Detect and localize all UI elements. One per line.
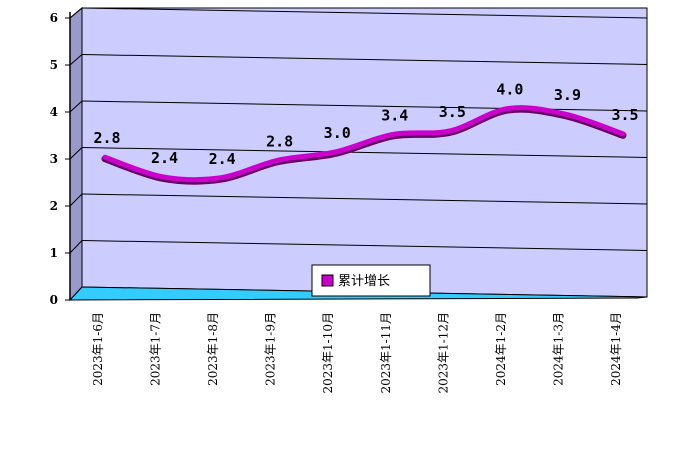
x-category-label: 2024年1-2月 (494, 312, 508, 386)
legend-label: 累计增长 (338, 274, 390, 289)
x-category-labels: 2023年1-6月 2023年1-7月 2023年1-8月 2023年1-9月 2023… (91, 312, 623, 394)
y-tick-label: 3 (50, 152, 58, 166)
gridline (69, 193, 648, 207)
data-label: 3.4 (381, 106, 408, 124)
x-category-label: 2023年1-6月 (91, 312, 105, 386)
data-label: 4.0 (496, 81, 523, 99)
x-category-label: 2023年1-12月 (436, 312, 450, 394)
data-label: 2.4 (151, 149, 178, 167)
series-line (102, 105, 626, 183)
x-category-label: 2024年1-3月 (551, 312, 565, 386)
y-tick-label: 4 (50, 105, 58, 119)
gridline (69, 7, 648, 19)
data-label: 2.8 (93, 129, 120, 147)
data-label: 3.5 (439, 103, 466, 121)
y-tick-labels: 0 1 2 3 4 5 6 (50, 11, 70, 307)
data-label: 3.0 (324, 124, 351, 142)
data-label: 3.9 (554, 86, 581, 104)
gridline (69, 54, 648, 66)
x-category-label: 2023年1-10月 (321, 312, 335, 394)
x-category-label: 2023年1-9月 (264, 312, 278, 386)
x-category-label: 2024年1-4月 (609, 312, 623, 386)
x-category-label: 2023年1-8月 (206, 312, 220, 386)
data-labels: 2.8 2.4 2.4 2.8 3.0 3.4 3.5 4.0 3.9 3.5 (93, 81, 638, 168)
data-label: 2.4 (209, 150, 236, 168)
y-tick-label: 0 (50, 293, 58, 307)
y-tick-label: 1 (50, 246, 58, 260)
gridline (69, 147, 648, 160)
side-wall (69, 6, 83, 302)
legend-swatch (321, 274, 334, 287)
y-tick-label: 6 (50, 11, 58, 25)
y-tick-label: 2 (50, 199, 58, 213)
x-category-label: 2023年1-7月 (149, 312, 163, 386)
legend: 累计增长 (311, 264, 431, 297)
data-label: 2.8 (266, 132, 293, 150)
y-tick-label: 5 (50, 58, 58, 72)
data-label: 3.5 (611, 106, 638, 124)
legend-box (311, 264, 431, 297)
x-category-label: 2023年1-11月 (379, 312, 393, 394)
gridline (69, 240, 648, 254)
